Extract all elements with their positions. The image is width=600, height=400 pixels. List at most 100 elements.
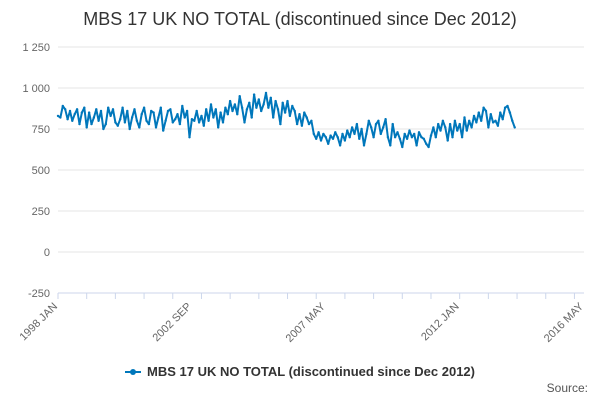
y-axis-ticks: -250 0 250 500 750 1 000 1 250	[22, 42, 50, 300]
data-point	[166, 109, 170, 113]
data-point	[243, 121, 246, 124]
data-point	[164, 119, 167, 123]
data-point	[66, 118, 69, 121]
data-point	[439, 129, 442, 132]
data-point	[415, 144, 418, 147]
data-point	[460, 136, 464, 139]
data-point	[456, 129, 459, 132]
data-point	[283, 111, 287, 114]
data-point	[185, 109, 189, 113]
data-point	[312, 132, 315, 136]
gridlines	[58, 46, 584, 294]
data-point	[391, 122, 394, 126]
data-point	[429, 134, 433, 137]
data-point	[202, 124, 205, 127]
data-point	[501, 118, 504, 121]
data-point	[147, 122, 151, 126]
data-point	[470, 126, 473, 129]
data-point	[346, 129, 349, 132]
data-point	[59, 116, 62, 119]
data-point	[92, 116, 96, 119]
data-point	[61, 104, 64, 108]
data-point	[291, 104, 294, 108]
data-point	[446, 139, 449, 142]
data-point	[128, 127, 131, 131]
data-point	[264, 91, 268, 95]
data-point	[226, 113, 229, 116]
data-point	[458, 122, 461, 126]
data-point	[341, 132, 344, 136]
data-point	[85, 126, 88, 129]
data-point	[484, 109, 488, 113]
data-point	[121, 106, 124, 109]
data-point	[188, 136, 191, 139]
data-point	[427, 145, 430, 149]
data-point	[174, 118, 177, 121]
data-point	[353, 132, 356, 136]
data-point	[422, 137, 425, 140]
data-point	[181, 104, 184, 108]
data-point	[75, 108, 79, 111]
data-point	[145, 119, 148, 123]
data-point	[126, 109, 129, 113]
data-point	[281, 101, 284, 105]
data-point	[468, 119, 471, 123]
data-point	[348, 136, 351, 139]
data-point	[453, 119, 457, 123]
data-point	[293, 109, 296, 113]
chart-title: MBS 17 UK NO TOTAL (discontinued since D…	[83, 9, 517, 29]
data-point	[114, 121, 117, 124]
data-point	[365, 132, 368, 136]
x-axis-ticks: 1998 JAN 2002 SEP 2007 MAY 2012 JAN 2016 MAY	[17, 293, 587, 345]
data-point	[343, 139, 347, 142]
data-point	[410, 136, 414, 139]
data-point	[214, 108, 217, 111]
data-point	[56, 114, 60, 118]
data-point	[329, 134, 332, 137]
data-point	[417, 131, 421, 134]
data-point	[142, 106, 146, 109]
data-point	[138, 126, 141, 129]
data-point	[262, 103, 265, 106]
data-point	[245, 108, 249, 111]
legend[interactable]: MBS 17 UK NO TOTAL (discontinued since D…	[0, 364, 600, 379]
data-point	[78, 122, 81, 126]
data-point	[389, 144, 392, 147]
data-point	[80, 111, 84, 114]
data-point	[327, 142, 330, 145]
data-point	[465, 129, 468, 132]
data-point	[377, 119, 380, 123]
data-point	[252, 93, 256, 96]
data-point	[135, 119, 139, 123]
data-point	[513, 126, 516, 129]
data-point	[489, 113, 492, 116]
data-point	[405, 137, 409, 140]
data-point	[193, 119, 196, 123]
data-point	[334, 131, 337, 134]
data-point	[183, 116, 186, 119]
source-credit: Source:	[546, 381, 588, 395]
data-point	[140, 113, 143, 116]
data-point	[190, 118, 194, 121]
data-point	[111, 108, 115, 111]
data-point	[195, 109, 198, 113]
data-point	[274, 99, 277, 103]
data-point	[288, 114, 292, 118]
data-point	[367, 119, 370, 123]
data-point	[73, 113, 76, 116]
data-point	[205, 108, 208, 111]
data-point	[207, 119, 210, 123]
data-point	[472, 114, 476, 118]
data-point	[491, 121, 495, 124]
data-point	[87, 111, 91, 114]
data-point	[267, 106, 270, 109]
data-point	[159, 106, 162, 109]
data-point	[324, 136, 327, 139]
data-point	[386, 136, 390, 139]
data-point	[104, 122, 108, 126]
data-point	[272, 116, 275, 119]
data-point	[372, 136, 375, 139]
data-point	[317, 131, 320, 134]
data-point	[444, 126, 447, 129]
